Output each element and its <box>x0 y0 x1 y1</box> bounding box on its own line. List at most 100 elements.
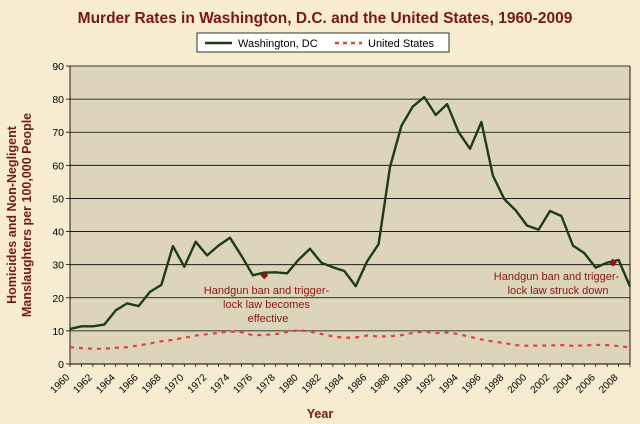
y-tick-label-30: 30 <box>52 260 64 272</box>
data-point-us-1966 <box>137 344 139 346</box>
data-point-us-2003 <box>560 344 562 346</box>
data-point-dc-1968 <box>160 284 162 286</box>
y-tick-label-80: 80 <box>52 94 64 106</box>
data-point-dc-1980 <box>297 259 299 261</box>
data-point-dc-1973 <box>217 244 219 246</box>
data-point-us-2006 <box>595 344 597 346</box>
data-point-dc-1963 <box>103 323 105 325</box>
data-point-us-1997 <box>492 340 494 342</box>
x-tick-label-1994: 1994 <box>437 372 461 396</box>
data-point-us-1979 <box>286 331 288 333</box>
x-tick-label-2006: 2006 <box>574 372 598 396</box>
data-point-us-2000 <box>526 345 528 347</box>
data-point-us-1981 <box>309 330 311 332</box>
data-point-us-1974 <box>229 330 231 332</box>
data-point-us-1991 <box>423 330 425 332</box>
data-point-dc-2002 <box>549 210 551 212</box>
x-tick-label-2008: 2008 <box>597 372 621 396</box>
x-tick-label-1972: 1972 <box>186 372 210 396</box>
data-point-us-1999 <box>515 344 517 346</box>
data-point-dc-1970 <box>183 265 185 267</box>
data-point-dc-1995 <box>469 148 471 150</box>
data-point-us-2005 <box>583 344 585 346</box>
data-point-dc-1967 <box>149 291 151 293</box>
y-tick-label-60: 60 <box>52 160 64 172</box>
data-point-us-1976 <box>252 334 254 336</box>
data-point-us-1984 <box>343 337 345 339</box>
data-point-dc-1998 <box>503 198 505 200</box>
annotation-1-line-3: effective <box>248 313 289 325</box>
y-tick-label-0: 0 <box>58 359 64 371</box>
data-point-us-1990 <box>412 332 414 334</box>
data-point-us-2007 <box>606 344 608 346</box>
y-axis-label-line-1: Homicides and Non-Negligent <box>5 125 19 304</box>
data-point-dc-1982 <box>320 261 322 263</box>
x-tick-label-1992: 1992 <box>414 372 438 396</box>
data-point-dc-1992 <box>435 114 437 116</box>
x-tick-label-1996: 1996 <box>460 372 484 396</box>
data-point-dc-2001 <box>537 228 539 230</box>
x-tick-label-1984: 1984 <box>323 372 347 396</box>
data-point-us-1993 <box>446 331 448 333</box>
data-point-us-1982 <box>320 333 322 335</box>
x-tick-label-1998: 1998 <box>483 372 507 396</box>
x-axis: 1960 1962 1964 1966 1968 1970 1972 1974 1976 1978… <box>49 363 631 396</box>
data-point-dc-2009 <box>629 285 631 287</box>
series-line-united-states <box>69 329 631 350</box>
data-point-us-1983 <box>332 335 334 337</box>
data-point-dc-2008 <box>617 259 619 261</box>
data-point-us-1971 <box>195 334 197 336</box>
data-point-us-1986 <box>366 334 368 336</box>
x-tick-label-1986: 1986 <box>346 372 370 396</box>
x-tick-label-2002: 2002 <box>529 372 553 396</box>
x-tick-label-1970: 1970 <box>163 372 187 396</box>
data-point-dc-1981 <box>309 248 311 250</box>
data-point-dc-2004 <box>572 244 574 246</box>
y-tick-label-90: 90 <box>52 61 64 73</box>
data-point-us-1987 <box>377 335 379 337</box>
data-point-dc-1994 <box>457 131 459 133</box>
data-point-dc-1960 <box>69 328 71 330</box>
x-tick-label-1964: 1964 <box>94 372 118 396</box>
data-point-us-1965 <box>126 346 128 348</box>
x-tick-label-1978: 1978 <box>254 372 278 396</box>
y-tick-label-50: 50 <box>52 193 64 205</box>
annotation-2-line-2: lock law struck down <box>508 285 609 297</box>
x-tick-label-1974: 1974 <box>209 372 233 396</box>
x-tick-label-1966: 1966 <box>117 372 141 396</box>
data-point-us-1977 <box>263 334 265 336</box>
data-point-us-1973 <box>217 332 219 334</box>
data-point-us-1969 <box>172 339 174 341</box>
y-tick-label-40: 40 <box>52 227 64 239</box>
data-point-dc-1961 <box>80 325 82 327</box>
data-point-dc-2005 <box>583 252 585 254</box>
data-point-dc-1964 <box>115 309 117 311</box>
x-tick-label-1980: 1980 <box>277 372 301 396</box>
data-point-dc-1990 <box>412 105 414 107</box>
data-point-dc-2007 <box>606 261 608 263</box>
data-point-dc-1976 <box>252 274 254 276</box>
data-point-dc-1993 <box>446 103 448 105</box>
data-point-us-1995 <box>469 336 471 338</box>
data-point-dc-1983 <box>332 266 334 268</box>
x-tick-label-2004: 2004 <box>551 372 575 396</box>
x-axis-label: Year <box>307 407 334 421</box>
x-tick-label-1962: 1962 <box>71 372 95 396</box>
data-point-us-1967 <box>149 342 151 344</box>
data-point-dc-2006 <box>595 266 597 268</box>
data-point-us-1970 <box>183 337 185 339</box>
data-point-dc-1978 <box>275 271 277 273</box>
data-point-us-2009 <box>629 346 631 348</box>
y-tick-label-10: 10 <box>52 326 64 338</box>
annotation-1-line-2: lock law becomes <box>223 299 310 311</box>
x-tick-label-1976: 1976 <box>231 372 255 396</box>
data-point-dc-1991 <box>423 96 425 98</box>
data-point-us-1960 <box>69 346 71 348</box>
chart-title: Murder Rates in Washington, D.C. and the… <box>78 10 573 27</box>
x-tick-label-1960: 1960 <box>49 372 73 396</box>
data-point-us-1989 <box>400 334 402 336</box>
data-point-dc-1965 <box>126 302 128 304</box>
data-point-dc-1975 <box>240 255 242 257</box>
x-tick-label-1982: 1982 <box>300 372 324 396</box>
